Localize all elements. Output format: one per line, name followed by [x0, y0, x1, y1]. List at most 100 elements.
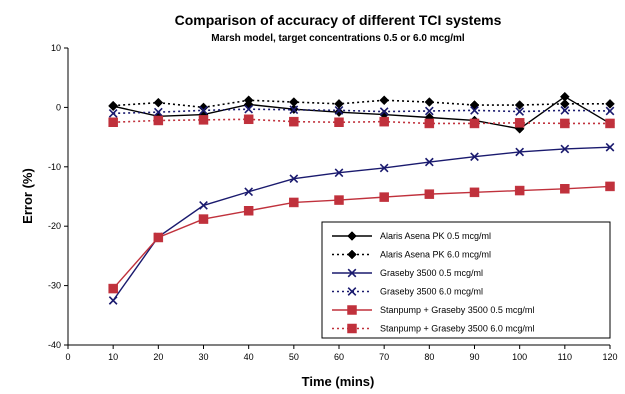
- data-point: [334, 168, 344, 178]
- data-point: [605, 181, 615, 192]
- legend-label: Stanpump + Graseby 3500 6.0 mcg/ml: [380, 324, 534, 334]
- legend-item-5: Stanpump + Graseby 3500 0.5 mcg/ml: [332, 305, 534, 315]
- data-point: [470, 106, 479, 115]
- legend-box: [321, 221, 611, 339]
- data-point: [424, 157, 434, 167]
- x-tick-label: 120: [602, 352, 617, 362]
- data-point: [288, 97, 299, 107]
- x-tick-label: 60: [334, 352, 344, 362]
- data-point: [514, 185, 525, 196]
- series-line: [113, 99, 610, 109]
- data-point: [379, 192, 389, 202]
- data-point: [379, 95, 390, 106]
- data-point: [424, 97, 435, 107]
- data-point: [199, 201, 208, 210]
- x-tick-label: 0: [65, 352, 70, 362]
- data-point: [469, 187, 480, 198]
- data-point: [424, 118, 435, 129]
- x-tick-label: 30: [198, 352, 208, 362]
- data-point: [289, 105, 299, 115]
- data-point: [244, 187, 254, 197]
- x-tick-label: 100: [512, 352, 527, 362]
- data-point: [153, 107, 163, 117]
- series-layer: [108, 91, 615, 305]
- data-point: [560, 118, 570, 129]
- y-tick-label: 0: [56, 102, 61, 112]
- data-point: [560, 184, 570, 194]
- data-point: [108, 117, 118, 127]
- x-tick-label: 20: [153, 352, 163, 362]
- data-point: [334, 195, 344, 205]
- legend-marker: [347, 268, 357, 278]
- data-point: [424, 106, 434, 116]
- legend-label: Alaris Asena PK 0.5 mcg/ml: [380, 231, 491, 241]
- data-point: [334, 107, 344, 118]
- data-point: [198, 214, 209, 224]
- data-point: [289, 174, 299, 184]
- chart-subtitle: Marsh model, target concentrations 0.5 o…: [211, 33, 465, 44]
- series-line: [112, 185, 611, 290]
- data-point: [560, 144, 570, 154]
- series-5: [108, 181, 615, 294]
- data-point: [244, 104, 254, 114]
- legend-label: Graseby 3500 0.5 mcg/ml: [380, 268, 483, 278]
- data-point: [379, 107, 389, 116]
- x-tick-label: 90: [469, 352, 479, 362]
- data-point: [559, 98, 570, 109]
- data-point: [243, 206, 254, 216]
- y-tick-label: -40: [48, 340, 61, 350]
- data-point: [243, 95, 254, 106]
- data-point: [605, 106, 615, 116]
- data-point: [605, 142, 615, 152]
- legend-item-6: Stanpump + Graseby 3500 6.0 mcg/ml: [332, 324, 534, 334]
- legend-marker: [347, 249, 357, 260]
- legend-label: Graseby 3500 6.0 mcg/ml: [380, 287, 483, 297]
- data-point: [514, 118, 525, 128]
- legend-item-3: Graseby 3500 0.5 mcg/ml: [332, 268, 483, 278]
- series-2: [108, 95, 615, 113]
- data-point: [514, 100, 525, 110]
- data-point: [424, 189, 435, 199]
- legend-marker: [347, 305, 357, 315]
- series-6: [108, 114, 615, 129]
- x-tick-label: 10: [108, 352, 118, 362]
- data-point: [379, 163, 389, 173]
- data-point: [198, 102, 209, 113]
- series-line: [113, 118, 610, 125]
- data-point: [470, 152, 479, 162]
- data-point: [289, 116, 299, 127]
- data-point: [289, 197, 299, 208]
- data-point: [153, 97, 164, 108]
- series-3: [108, 142, 615, 305]
- x-tick-label: 80: [424, 352, 434, 362]
- data-point: [379, 116, 389, 127]
- legend-marker: [347, 323, 357, 334]
- data-point: [108, 100, 119, 111]
- series-1: [108, 91, 615, 134]
- x-tick-label: 40: [244, 352, 254, 362]
- data-point: [153, 115, 164, 126]
- series-4: [108, 104, 615, 118]
- x-tick-label: 70: [379, 352, 389, 362]
- y-axis-label: Error (%): [20, 168, 35, 224]
- data-point: [334, 117, 344, 127]
- data-point: [153, 232, 164, 243]
- y-tick-label: -20: [48, 221, 61, 231]
- chart-title: Comparison of accuracy of different TCI …: [175, 12, 502, 28]
- data-point: [199, 106, 208, 115]
- legend-label: Stanpump + Graseby 3500 0.5 mcg/ml: [380, 305, 534, 315]
- legend: Alaris Asena PK 0.5 mcg/ml Alaris Asena P…: [321, 221, 611, 339]
- data-point: [108, 296, 118, 305]
- data-point: [560, 106, 570, 115]
- axes: 100-10-20-30-400 10 20 30 40 50 60 70 80 90 100 110…: [48, 43, 618, 362]
- legend-item-2: Alaris Asena PK 6.0 mcg/ml: [332, 250, 491, 260]
- legend-item-4: Graseby 3500 6.0 mcg/ml: [332, 287, 483, 297]
- data-point: [108, 283, 118, 294]
- data-point: [515, 107, 525, 116]
- data-point: [605, 118, 615, 129]
- data-point: [198, 115, 209, 125]
- data-point: [515, 147, 525, 157]
- series-line: [112, 146, 611, 301]
- data-point: [108, 108, 118, 118]
- y-tick-label: -10: [48, 162, 61, 172]
